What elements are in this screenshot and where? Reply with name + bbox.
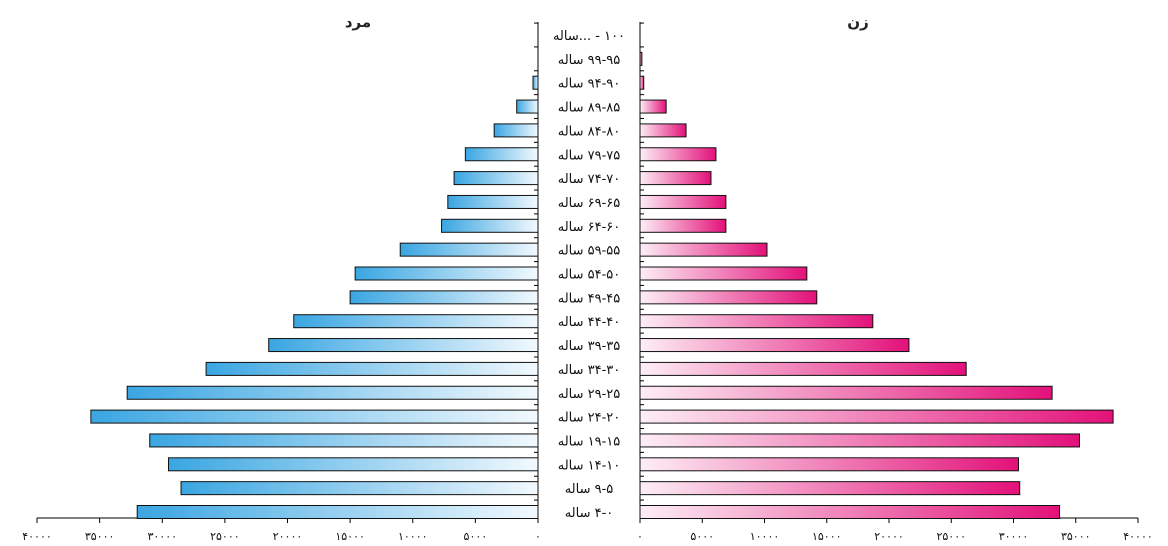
male-bar bbox=[136, 505, 539, 519]
female-bar bbox=[639, 409, 1114, 424]
left-x-tick-label: ۱۵۰۰۰ bbox=[335, 530, 365, 543]
female-bar bbox=[639, 481, 1021, 496]
age-group-label: ۷۴-۷۰ ساله bbox=[558, 172, 621, 187]
right-x-tick-label: ۱۵۰۰۰ bbox=[812, 530, 842, 543]
age-group-label: ۶۹-۶۵ ساله bbox=[558, 196, 621, 211]
right-x-tick-label: ۲۰۰۰۰ bbox=[874, 530, 904, 543]
age-group-label: ۵۴-۵۰ ساله bbox=[558, 268, 621, 283]
age-group-label: ۶۴-۶۰ ساله bbox=[558, 220, 621, 235]
male-bar bbox=[126, 385, 539, 400]
male-bar bbox=[205, 361, 539, 376]
age-group-label: ۳۹-۳۵ ساله bbox=[558, 339, 621, 354]
age-group-label: ۴-۰ ساله bbox=[565, 506, 614, 521]
age-group-label: ۱۰۰ - ...ساله bbox=[553, 29, 625, 44]
age-group-label: ۸۴-۸۰ ساله bbox=[558, 124, 621, 139]
age-group-label: ۷۹-۷۵ ساله bbox=[558, 148, 621, 163]
age-group-label: ۸۹-۸۵ ساله bbox=[558, 101, 621, 116]
female-bar bbox=[639, 266, 808, 281]
male-bar bbox=[354, 266, 539, 281]
female-bar bbox=[639, 290, 818, 305]
female-bar bbox=[639, 123, 687, 138]
male-bar bbox=[293, 314, 539, 329]
female-bar bbox=[639, 218, 727, 233]
right-x-tick-label: ۱۰۰۰۰ bbox=[750, 530, 780, 543]
female-bar bbox=[639, 51, 643, 66]
right-x-tick-label: ۳۵۰۰۰ bbox=[1061, 530, 1091, 543]
right-x-tick-label: ۵۰۰۰ bbox=[690, 530, 714, 543]
age-group-label: ۲۹-۲۵ ساله bbox=[558, 387, 621, 402]
left-x-tick-label: ۵۰۰۰ bbox=[464, 530, 488, 543]
left-x-tick-label: ۳۵۰۰۰ bbox=[85, 530, 115, 543]
bars bbox=[90, 51, 1114, 519]
left-x-tick-label: ۲۵۰۰۰ bbox=[210, 530, 240, 543]
age-group-label: ۵۹-۵۵ ساله bbox=[558, 244, 621, 259]
male-bar bbox=[349, 290, 539, 305]
female-bar bbox=[639, 338, 910, 353]
male-bar bbox=[90, 409, 539, 424]
age-group-label: ۴۴-۴۰ ساله bbox=[558, 315, 621, 330]
male-bar bbox=[464, 147, 539, 162]
female-bar bbox=[639, 314, 874, 329]
female-bar bbox=[639, 171, 712, 186]
male-bar bbox=[268, 338, 539, 353]
male-bar bbox=[168, 457, 539, 472]
female-bar bbox=[639, 194, 727, 209]
age-group-label: ۹۴-۹۰ ساله bbox=[558, 77, 621, 92]
male-bar bbox=[516, 99, 539, 114]
female-bar bbox=[639, 361, 967, 376]
male-bar bbox=[493, 123, 539, 138]
female-bar bbox=[639, 433, 1080, 448]
female-bar bbox=[639, 457, 1019, 472]
female-bar bbox=[639, 99, 667, 114]
age-group-label: ۹-۵ ساله bbox=[565, 482, 614, 497]
male-bar bbox=[441, 218, 539, 233]
age-group-label: ۴۹-۴۵ ساله bbox=[558, 291, 621, 306]
right-x-tick-label: ۴۰۰۰۰ bbox=[1123, 530, 1153, 543]
female-bar bbox=[639, 75, 645, 90]
female-bar bbox=[639, 505, 1061, 519]
age-group-label: ۱۴-۱۰ ساله bbox=[558, 458, 621, 473]
male-series-title: مرد bbox=[345, 13, 371, 31]
right-x-tick-label: ۳۰۰۰۰ bbox=[999, 530, 1029, 543]
age-group-label: ۳۴-۳۰ ساله bbox=[558, 363, 621, 378]
right-x-tick-label: ۰ bbox=[637, 530, 643, 543]
female-bar bbox=[639, 147, 717, 162]
male-bar bbox=[532, 75, 539, 90]
male-bar bbox=[180, 481, 539, 496]
male-bar bbox=[447, 194, 539, 209]
female-bar bbox=[639, 385, 1053, 400]
male-bar bbox=[399, 242, 539, 257]
right-x-tick-label: ۲۵۰۰۰ bbox=[936, 530, 966, 543]
female-bar bbox=[639, 242, 768, 257]
female-series-title: زن bbox=[847, 13, 868, 31]
left-x-tick-label: ۴۰۰۰۰ bbox=[22, 530, 52, 543]
male-bar bbox=[149, 433, 539, 448]
age-group-label: ۲۴-۲۰ ساله bbox=[558, 411, 621, 426]
male-bar bbox=[453, 171, 539, 186]
left-x-tick-label: ۲۰۰۰۰ bbox=[273, 530, 303, 543]
left-x-tick-label: ۰ bbox=[535, 530, 541, 543]
age-group-label: ۹۹-۹۵ ساله bbox=[558, 53, 621, 68]
left-x-tick-label: ۱۰۰۰۰ bbox=[398, 530, 428, 543]
age-group-label: ۱۹-۱۵ ساله bbox=[558, 434, 621, 449]
labels: ۰ ۰ ۵۰۰۰ ۵۰۰۰ ۱۰۰۰۰ ۱۰۰۰۰ ۱۵۰۰۰ ۱۵۰۰۰ ۲۰۰۰۰ ۲۰۰۰۰… bbox=[22, 29, 1153, 543]
left-x-tick-label: ۳۰۰۰۰ bbox=[147, 530, 177, 543]
